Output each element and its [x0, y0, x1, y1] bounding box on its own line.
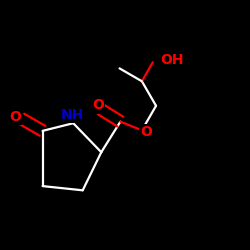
Text: OH: OH [160, 53, 184, 67]
Text: O: O [92, 98, 104, 112]
Text: NH: NH [60, 108, 84, 122]
Text: O: O [9, 110, 21, 124]
Text: O: O [140, 124, 152, 138]
